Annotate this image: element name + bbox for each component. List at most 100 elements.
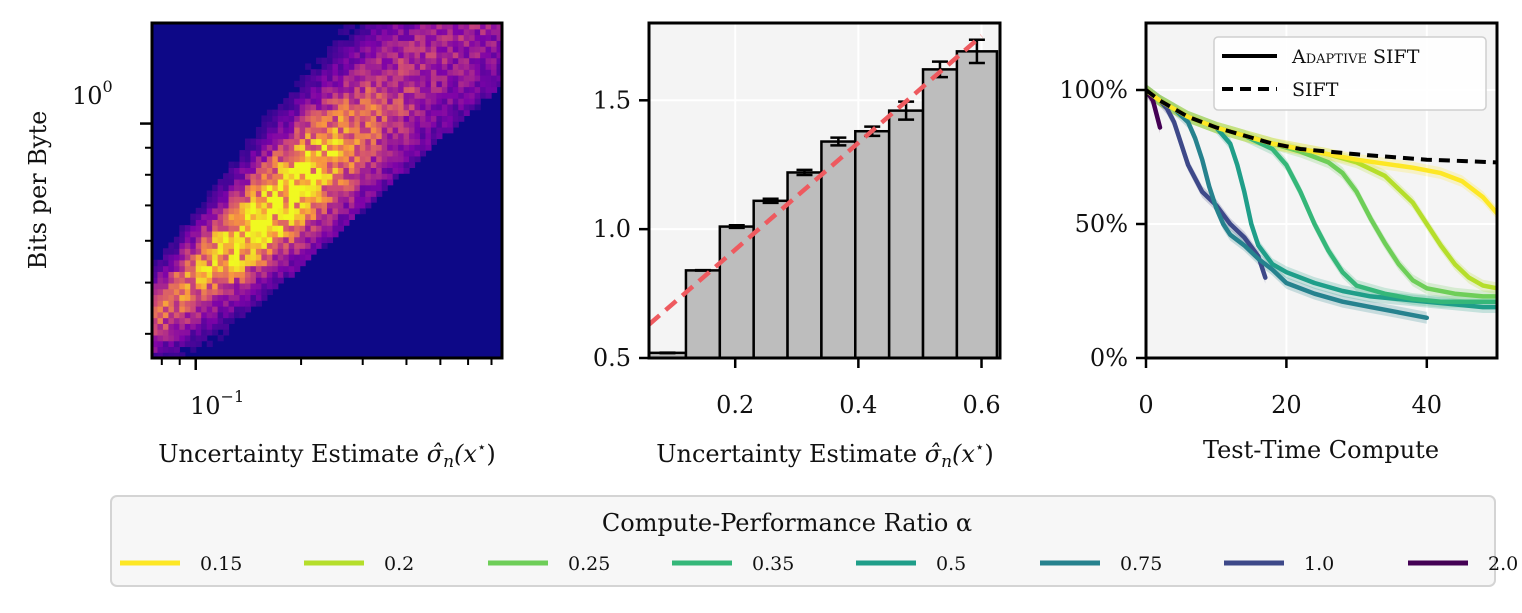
heatmap-cell xyxy=(294,115,301,122)
heatmap-cell xyxy=(463,63,470,70)
heatmap-cell xyxy=(223,300,230,307)
heatmap-cell xyxy=(332,115,339,122)
heatmap-cell xyxy=(212,184,219,192)
heatmap-cell xyxy=(152,288,159,296)
heatmap-cell xyxy=(299,138,306,145)
heatmap-cell xyxy=(419,126,427,134)
heatmap-cell xyxy=(458,74,465,82)
heatmap-cell xyxy=(409,121,416,128)
heatmap-cell xyxy=(305,80,312,88)
heatmap-cell xyxy=(294,230,301,238)
heatmap-cell xyxy=(212,306,219,313)
heatmap-cell xyxy=(195,277,202,284)
heatmap-cell xyxy=(195,248,202,255)
heatmap-cell xyxy=(294,248,301,255)
heatmap-cell xyxy=(365,132,372,140)
heatmap-cell xyxy=(348,178,355,186)
heatmap-cell xyxy=(223,178,230,186)
heatmap-cell xyxy=(327,103,334,111)
heatmap-cell xyxy=(316,190,323,197)
heatmap-cell xyxy=(403,23,410,30)
heatmap-cell xyxy=(201,230,208,238)
heatmap-cell xyxy=(354,121,361,128)
heatmap-cell xyxy=(255,271,262,278)
heatmap-cell xyxy=(305,121,312,128)
heatmap-cell xyxy=(365,23,372,30)
heatmap-cell xyxy=(447,40,454,47)
heatmap-cell xyxy=(354,103,361,111)
heatmap-cell xyxy=(348,40,355,47)
heatmap-cell xyxy=(228,271,235,278)
heatmap-cell xyxy=(217,317,224,324)
heatmap-cell xyxy=(381,34,388,41)
heatmap-cell xyxy=(261,155,268,163)
heatmap-cell xyxy=(294,155,301,163)
heatmap-cell xyxy=(217,178,224,186)
heatmap-cell xyxy=(370,80,377,88)
heatmap-cell xyxy=(228,254,235,261)
heatmap-cell xyxy=(458,46,465,53)
heatmap-cell xyxy=(272,225,279,232)
heatmap-cell xyxy=(392,86,399,93)
heatmap-cell xyxy=(343,28,350,36)
heatmap-cell xyxy=(348,23,355,30)
heatmap-cell xyxy=(179,288,186,296)
heatmap-cell xyxy=(381,150,388,157)
heatmap-cell xyxy=(173,248,180,255)
heatmap-cell xyxy=(250,271,257,278)
heatmap-cell xyxy=(223,329,230,336)
heatmap-cell xyxy=(337,178,345,186)
heatmap-cell xyxy=(250,207,257,215)
heatmap-cell xyxy=(179,265,186,272)
heatmap-cell xyxy=(168,277,175,284)
heatmap-cell xyxy=(365,86,372,93)
heatmap-cell xyxy=(430,34,437,41)
heatmap-cell xyxy=(398,132,405,140)
heatmap-cell xyxy=(244,190,252,197)
heatmap-cell xyxy=(332,109,339,117)
heatmap-cell xyxy=(359,63,366,70)
heatmap-cell xyxy=(294,109,301,117)
heatmap-cell xyxy=(354,161,361,168)
heatmap-cell xyxy=(305,219,312,226)
heatmap-cell xyxy=(255,277,262,284)
heatmap-cell xyxy=(414,34,421,41)
heatmap-cell xyxy=(157,288,164,296)
heatmap-cell xyxy=(447,121,454,128)
heatmap-cell xyxy=(168,352,175,358)
heatmap-cell xyxy=(173,300,180,307)
heatmap-cell xyxy=(321,69,328,76)
heatmap-cell xyxy=(266,184,273,192)
heatmap-cell xyxy=(365,40,372,47)
heatmap-cell xyxy=(179,259,186,267)
heatmap-cell xyxy=(381,184,388,192)
heatmap-cell xyxy=(398,109,405,117)
heatmap-cell xyxy=(337,190,345,197)
heatmap-cell xyxy=(403,46,410,53)
heatmap-cell xyxy=(321,80,328,88)
heatmap-cell xyxy=(436,115,443,122)
heatmap-cell xyxy=(212,265,219,272)
heatmap-cell xyxy=(414,121,421,128)
heatmap-cell xyxy=(173,236,180,244)
heatmap-cell xyxy=(359,178,366,186)
heatmap-cell xyxy=(283,138,290,145)
heatmap-cell xyxy=(359,184,366,192)
heatmap-cell xyxy=(316,138,323,145)
heatmap-cell xyxy=(469,23,476,30)
heatmap-cell xyxy=(354,150,361,157)
heatmap-cell xyxy=(228,219,235,226)
heatmap-cell xyxy=(277,259,284,267)
bar-ticks: 0.2 0.4 0.60.51.01.5 xyxy=(593,86,1001,419)
heatmap-cell xyxy=(299,202,306,209)
heatmap-cell xyxy=(310,196,317,203)
heatmap-cell xyxy=(217,334,224,342)
heatmap-cell xyxy=(496,34,502,41)
heatmap-cell xyxy=(294,173,301,180)
heatmap-cell xyxy=(173,288,180,296)
heatmap-cell xyxy=(370,74,377,82)
heatmap-cell xyxy=(387,121,394,128)
heatmap-cell xyxy=(359,57,366,65)
heatmap-cell xyxy=(305,115,312,122)
heatmap-cell xyxy=(403,138,410,145)
